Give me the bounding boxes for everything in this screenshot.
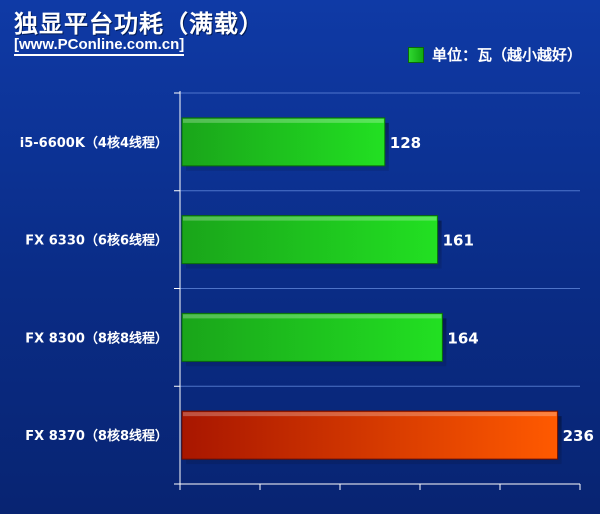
legend-swatch (407, 46, 424, 63)
bar-value-label: 236 (563, 427, 594, 445)
bar-value-label: 128 (390, 134, 421, 152)
bar-highlight (183, 412, 557, 417)
chart-subtitle: [www.PConline.com.cn] (14, 36, 185, 56)
bar (181, 410, 559, 460)
legend: 单位：瓦（越小越好） (407, 44, 582, 65)
bar-value-label: 164 (447, 329, 478, 347)
bar (181, 312, 443, 362)
bar (181, 215, 439, 265)
legend-label: 单位：瓦（越小越好） (431, 46, 582, 64)
bar-highlight (183, 314, 442, 319)
chart-title: 独显平台功耗（满载） (14, 10, 264, 38)
bar-value-label: 161 (443, 232, 474, 250)
bar (181, 117, 386, 167)
category-label: i5-6600K（4核4线程） (20, 135, 168, 151)
bar-highlight (183, 216, 437, 221)
category-label: FX 8300（8核8线程） (25, 330, 168, 346)
bar-highlight (183, 118, 384, 123)
category-label: FX 8370（8核8线程） (25, 428, 168, 444)
category-label: FX 6330（6核6线程） (25, 233, 168, 249)
